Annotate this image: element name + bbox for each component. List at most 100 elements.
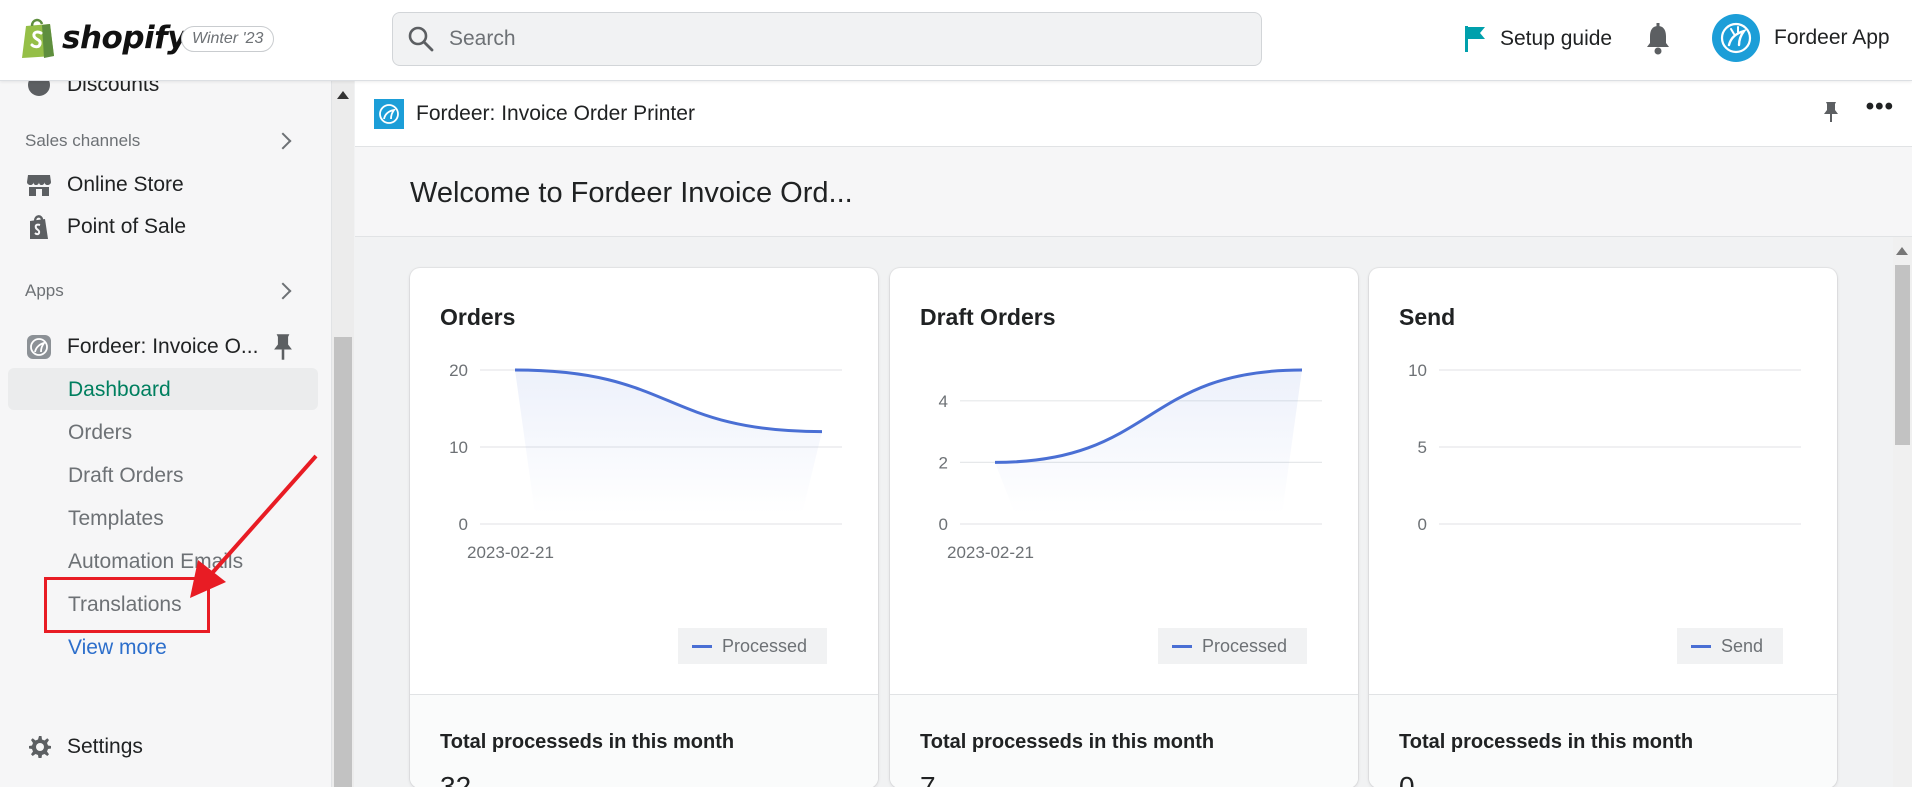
legend-label: Send: [1721, 635, 1764, 656]
fordeer-app-icon: [374, 98, 404, 129]
series-area: [995, 370, 1302, 514]
sidebar-subitem-draft-orders[interactable]: Draft Orders: [68, 464, 184, 487]
legend-swatch: [692, 644, 712, 648]
send-chart: 10 5 0: [1408, 361, 1801, 534]
sidebar-subitem-orders[interactable]: Orders: [68, 421, 133, 444]
scroll-up-arrow-icon[interactable]: [1896, 247, 1908, 255]
section-label: Apps: [25, 281, 64, 300]
apps-header[interactable]: Apps: [25, 281, 297, 301]
chart-legend[interactable]: Processed: [678, 628, 828, 664]
sidebar-item-fordeer-app[interactable]: Fordeer: Invoice O...: [25, 333, 297, 361]
setup-guide-button[interactable]: Setup guide: [1462, 24, 1612, 54]
series-line: [514, 368, 823, 434]
scrollbar-thumb[interactable]: [1895, 265, 1910, 445]
y-tick-label: 4: [939, 392, 948, 411]
account-name: Fordeer App: [1774, 26, 1890, 49]
x-tick-label: 2023-02-21: [467, 543, 554, 562]
chevron-right-icon: [274, 282, 292, 300]
orders-card: Orders 20 10 0 2023-02-21 Processed Total p…: [410, 268, 878, 787]
shopify-logo[interactable]: shopify: [20, 16, 187, 60]
main-scrollbar[interactable]: [1893, 237, 1912, 787]
y-tick-label: 10: [1408, 361, 1427, 380]
account-menu[interactable]: Fordeer App: [1712, 14, 1890, 62]
sidebar-subitem-dashboard[interactable]: Dashboard: [68, 378, 171, 401]
scrollbar-thumb[interactable]: [334, 337, 352, 787]
series-line: [994, 368, 1303, 464]
fordeer-logo-icon: [1720, 22, 1752, 54]
legend-swatch: [1172, 644, 1192, 648]
draft-orders-chart: 4 2 0 2023-02-21: [939, 368, 1322, 562]
setup-guide-label: Setup guide: [1500, 27, 1613, 50]
store-icon: [27, 175, 51, 196]
y-tick-label: 20: [449, 361, 468, 380]
app-title: Fordeer: Invoice Order Printer: [416, 101, 695, 125]
card-footer: Total processeds in this month 32: [410, 694, 878, 787]
pos-icon: [30, 215, 48, 239]
bell-icon[interactable]: [1643, 22, 1673, 56]
footer-value: 32: [440, 771, 472, 787]
season-badge: Winter '23: [181, 26, 275, 52]
fordeer-app-icon: [27, 335, 51, 359]
red-arrow-annotation: [190, 454, 318, 598]
footer-value: 0: [1399, 771, 1415, 787]
footer-value: 7: [920, 771, 936, 787]
y-tick-label: 10: [449, 438, 468, 457]
chart-legend[interactable]: Processed: [1158, 628, 1308, 664]
chevron-right-icon: [274, 132, 292, 150]
section-label: Sales channels: [25, 131, 141, 150]
view-more-link[interactable]: View more: [68, 636, 167, 659]
sidebar-item-discounts[interactable]: Discounts: [25, 81, 159, 99]
discount-icon: [28, 81, 50, 96]
card-footer: Total processeds in this month 7: [890, 694, 1358, 787]
active-item-highlight: [8, 368, 318, 410]
legend-swatch: [1691, 644, 1711, 648]
y-tick-label: 2: [939, 453, 948, 472]
gear-icon: [29, 736, 51, 758]
fordeer-logo-icon: [379, 103, 399, 124]
x-tick-label: 2023-02-21: [947, 543, 1034, 562]
sidebar-subitem-templates[interactable]: Templates: [68, 507, 164, 530]
sidebar-subitem-translations[interactable]: Translations: [68, 593, 182, 616]
sidebar-scrollbar[interactable]: [332, 81, 354, 787]
draft-orders-card: Draft Orders 4 2 0 2023-02-21 Processed Tot…: [890, 268, 1358, 787]
send-card: Send 10 5 0 Send Total processeds in this …: [1369, 268, 1837, 787]
more-actions-icon[interactable]: •••: [1865, 93, 1894, 120]
y-tick-label: 5: [1418, 438, 1427, 457]
pin-icon[interactable]: [269, 333, 297, 361]
orders-chart: 20 10 0 2023-02-21: [449, 361, 842, 562]
legend-label: Processed: [1202, 635, 1288, 656]
page-title: Welcome to Fordeer Invoice Ord...: [410, 177, 853, 209]
shopify-bag-icon: [22, 18, 54, 58]
footer-label: Total processeds in this month: [1399, 731, 1694, 753]
y-tick-label: 0: [939, 515, 948, 534]
chart-legend[interactable]: Send: [1677, 628, 1784, 664]
card-title: Send: [1399, 304, 1456, 330]
y-tick-label: 0: [1418, 515, 1427, 534]
sidebar: Discounts Sales channels Online Store Po…: [0, 81, 332, 787]
sidebar-item-online-store[interactable]: Online Store: [25, 171, 184, 199]
sidebar-item-label: Discounts: [67, 81, 160, 96]
footer-label: Total processeds in this month: [440, 731, 735, 753]
sidebar-item-label: Online Store: [67, 173, 184, 196]
series-area: [515, 370, 822, 514]
sidebar-item-label: Settings: [67, 735, 143, 758]
legend-label: Processed: [722, 635, 808, 656]
page-header: Welcome to Fordeer Invoice Ord...: [355, 147, 1912, 237]
search-icon: [408, 26, 434, 52]
search-input[interactable]: [449, 27, 1229, 51]
card-title: Draft Orders: [920, 304, 1056, 330]
avatar: [1712, 14, 1760, 62]
sales-channels-header[interactable]: Sales channels: [25, 131, 297, 151]
sidebar-item-label: Point of Sale: [67, 215, 187, 238]
scroll-up-arrow-icon[interactable]: [337, 91, 349, 99]
top-bar: shopify Winter '23 Setup guide Fordeer A…: [0, 0, 1912, 81]
y-tick-label: 0: [459, 515, 468, 534]
card-footer: Total processeds in this month 0: [1369, 694, 1837, 787]
search-bar[interactable]: [392, 12, 1262, 66]
sidebar-item-point-of-sale[interactable]: Point of Sale: [25, 213, 186, 241]
brand-wordmark: shopify: [62, 20, 187, 56]
flag-icon: [1465, 26, 1485, 52]
highlight-box: [44, 577, 210, 633]
pin-icon[interactable]: [1822, 101, 1840, 123]
sidebar-item-settings[interactable]: Settings: [25, 733, 143, 761]
